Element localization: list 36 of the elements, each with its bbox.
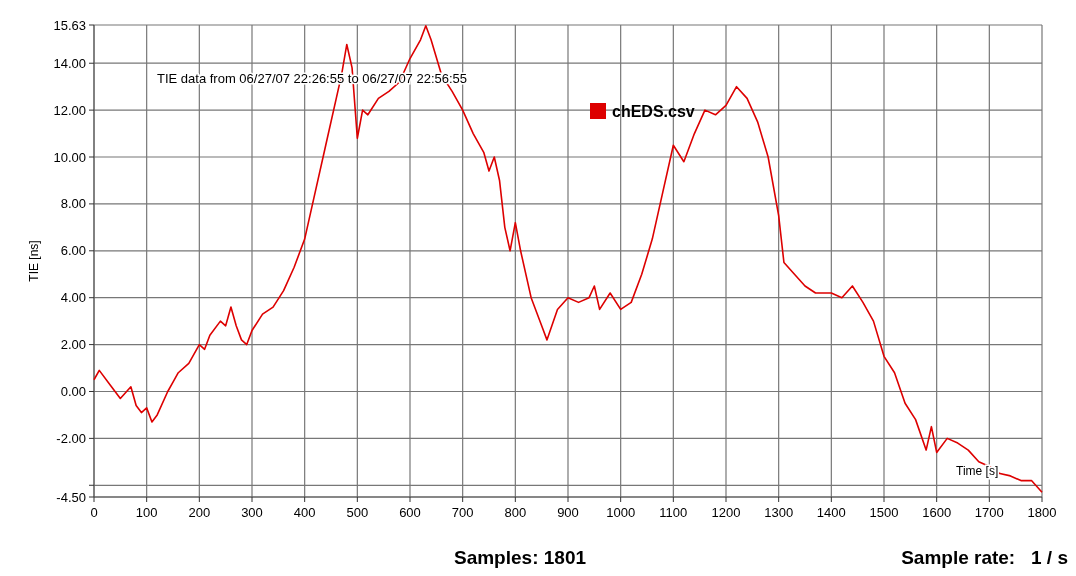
x-tick-label: 1700: [974, 505, 1004, 520]
x-tick-label: 900: [557, 505, 579, 520]
x-tick-label: 1500: [869, 505, 899, 520]
y-tick-label: -4.50: [56, 489, 86, 505]
y-tick-label: 15.63: [53, 17, 86, 33]
x-tick-label: 1300: [764, 505, 794, 520]
x-tick-label: 800: [504, 505, 527, 520]
x-tick-label: 1400: [816, 505, 846, 520]
line-series: [93, 24, 1043, 494]
annotation: Time [s]: [956, 464, 999, 478]
x-tick-label: 1800: [1027, 505, 1057, 520]
x-tick-label: 1100: [659, 505, 688, 520]
y-tick-label: 14.00: [53, 55, 86, 71]
x-tick-label: 400: [293, 505, 316, 520]
y-tick-label: 12.00: [53, 102, 86, 118]
x-tick-label: 100: [135, 505, 158, 520]
x-tick-label: 600: [399, 505, 421, 520]
x-tick-label: 1200: [711, 505, 741, 520]
y-tick-label: 8.00: [60, 196, 86, 212]
text: Sample rate: 1 / s: [901, 547, 1068, 568]
x-tick-label: 200: [188, 505, 211, 520]
y-tick-label: 10.00: [53, 149, 86, 165]
y-tick-label: -2.00: [56, 430, 86, 446]
y-tick-label: 2.00: [60, 337, 86, 353]
x-axis-title: Samples: 1801: [453, 547, 587, 568]
y-tick-label: 4.00: [60, 290, 86, 306]
y-axis-title: TIE [ns]: [27, 240, 41, 282]
legend-label: chEDS.csv: [612, 103, 695, 120]
x-tick-label: 700: [451, 505, 474, 520]
x-tick-label: 0: [90, 505, 98, 520]
y-tick-label: 6.00: [60, 243, 86, 259]
y-tick-label: 0.00: [60, 384, 86, 400]
x-tick-label: 1600: [922, 505, 952, 520]
x-tick-label: 300: [241, 505, 263, 520]
x-tick-label: 1000: [606, 505, 636, 520]
x-tick-label: 500: [346, 505, 369, 520]
